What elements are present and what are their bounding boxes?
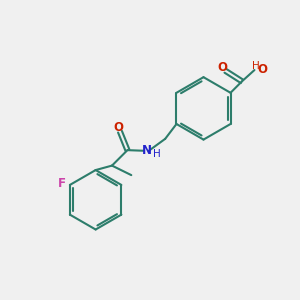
Text: O: O	[114, 121, 124, 134]
Text: F: F	[58, 177, 66, 190]
Text: N: N	[142, 144, 152, 157]
Text: H: H	[153, 149, 161, 159]
Text: H: H	[252, 61, 260, 71]
Text: O: O	[258, 63, 268, 76]
Text: O: O	[218, 61, 228, 74]
